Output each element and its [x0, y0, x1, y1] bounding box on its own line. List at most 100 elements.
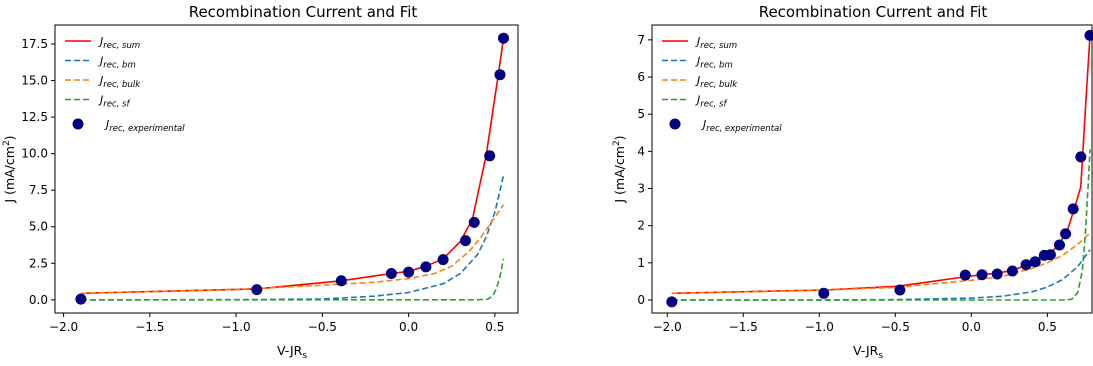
y-axis-label-main: J (mA/cm	[612, 146, 627, 204]
data-point	[1044, 249, 1056, 261]
x-tick-label: −0.5	[881, 320, 910, 334]
y-tick-label: 17.5	[21, 37, 48, 51]
legend-label: Jrec, sf	[98, 94, 131, 110]
chart-title: Recombination Current and Fit	[189, 3, 418, 21]
data-point	[420, 261, 432, 273]
y-axis-label-sup: 2	[612, 140, 622, 146]
series-line-rec-bm	[80, 175, 505, 301]
axes-frame	[54, 24, 519, 314]
data-point	[976, 269, 988, 281]
y-axis-label: J (mA/cm2)	[612, 135, 627, 203]
legend-label-sub: rec, experimental	[706, 124, 782, 134]
y-tick-label: 7	[637, 33, 645, 47]
series-line-rec-sf	[671, 149, 1091, 301]
y-axis-label: J (mA/cm2)	[2, 135, 17, 203]
legend-label: Jrec, experimental	[104, 118, 185, 134]
data-point	[1067, 203, 1079, 215]
legend-marker	[669, 118, 681, 130]
y-tick-label: 2	[637, 219, 645, 233]
legend-label: Jrec, bm	[695, 55, 733, 71]
y-axis-label-sup: 2	[2, 140, 12, 146]
chart-left: Recombination Current and Fit −2.0 −1.5 −1.…	[2, 3, 519, 361]
legend-label-sub: rec, bm	[700, 61, 732, 71]
data-point	[403, 266, 415, 278]
legend-label: Jrec, experimental	[701, 118, 782, 134]
series-line-rec-bulk	[80, 204, 505, 295]
data-point	[666, 296, 678, 308]
x-tick-label: −1.5	[135, 320, 164, 334]
chart-right: Recombination Current and Fit −2.0 −1.5 −1.…	[612, 3, 1093, 361]
x-tick-label: −1.0	[805, 320, 834, 334]
legend-label-main: J	[695, 94, 700, 107]
y-tick-label: 10.0	[21, 147, 48, 161]
legend-label: Jrec, sum	[98, 35, 140, 51]
y-tick-label: 3	[637, 182, 645, 196]
series-line-rec-sum	[671, 36, 1091, 295]
legend-label-sub: rec, sum	[103, 41, 140, 51]
data-point	[385, 268, 397, 279]
data-point	[468, 216, 480, 228]
data-point	[1029, 256, 1041, 268]
x-tick-label: −2.0	[653, 320, 682, 334]
x-tick-label: −1.5	[729, 320, 758, 334]
y-tick-label: 0.0	[29, 293, 48, 307]
data-point	[991, 268, 1003, 280]
data-point	[1054, 239, 1065, 251]
y-tick-label: 2.5	[29, 256, 48, 270]
data-point	[498, 32, 509, 44]
legend-marker	[72, 118, 84, 130]
x-tick-label: 0.0	[962, 320, 981, 334]
legend-label-main: J	[695, 74, 700, 87]
y-tick-label: 1	[637, 256, 645, 270]
data-point	[1060, 228, 1072, 240]
legend-label-sub: rec, sf	[103, 100, 131, 110]
legend-label-main: J	[701, 118, 706, 131]
legend-label-main: J	[98, 55, 103, 68]
y-tick-label: 4	[637, 144, 645, 158]
data-point	[959, 269, 971, 281]
y-tick-label: 15.0	[21, 74, 48, 88]
x-axis-label-sub: s	[878, 351, 883, 361]
data-point	[1006, 265, 1018, 277]
legend-label-main: J	[695, 35, 700, 48]
data-point	[818, 287, 830, 299]
data-point	[335, 275, 347, 287]
y-axis-label-main: J (mA/cm	[2, 146, 17, 204]
legend-label-main: J	[695, 55, 700, 68]
legend-label-sub: rec, bulk	[700, 80, 738, 90]
x-tick-label: −0.5	[308, 320, 337, 334]
legend-label: Jrec, bulk	[98, 74, 141, 90]
data-point	[1084, 29, 1093, 41]
y-tick-label: 0	[637, 293, 645, 307]
x-tick-label: −1.0	[222, 320, 251, 334]
series-line-rec-sum	[80, 38, 505, 295]
legend-label: Jrec, bm	[98, 55, 136, 71]
x-tick-label: −2.0	[49, 320, 78, 334]
legend-label-sub: rec, experimental	[109, 124, 185, 134]
legend-label-sub: rec, bulk	[103, 80, 141, 90]
data-point	[437, 254, 449, 266]
y-axis-label-end: )	[612, 135, 627, 140]
x-axis-label: V-JRs	[853, 343, 883, 361]
chart-title: Recombination Current and Fit	[759, 3, 988, 21]
legend-label-sub: rec, bm	[103, 61, 135, 71]
data-point	[460, 235, 471, 247]
y-tick-label: 5	[637, 107, 645, 121]
x-tick-label: 0.5	[485, 320, 504, 334]
series-line-rec-sf	[80, 258, 505, 301]
axes-frame	[651, 24, 1093, 314]
data-point	[75, 293, 87, 305]
x-tick-label: 0.5	[1038, 320, 1057, 334]
legend-label-sub: rec, sum	[700, 41, 737, 51]
x-axis-label-main: V-JR	[853, 343, 879, 358]
x-axis-label-sub: s	[302, 351, 307, 361]
data-point	[484, 150, 496, 162]
legend-label-main: J	[104, 118, 109, 131]
legend-label-sub: rec, sf	[700, 100, 728, 110]
legend-label-main: J	[98, 94, 103, 107]
legend-label-main: J	[98, 74, 103, 87]
y-tick-label: 12.5	[21, 110, 48, 124]
